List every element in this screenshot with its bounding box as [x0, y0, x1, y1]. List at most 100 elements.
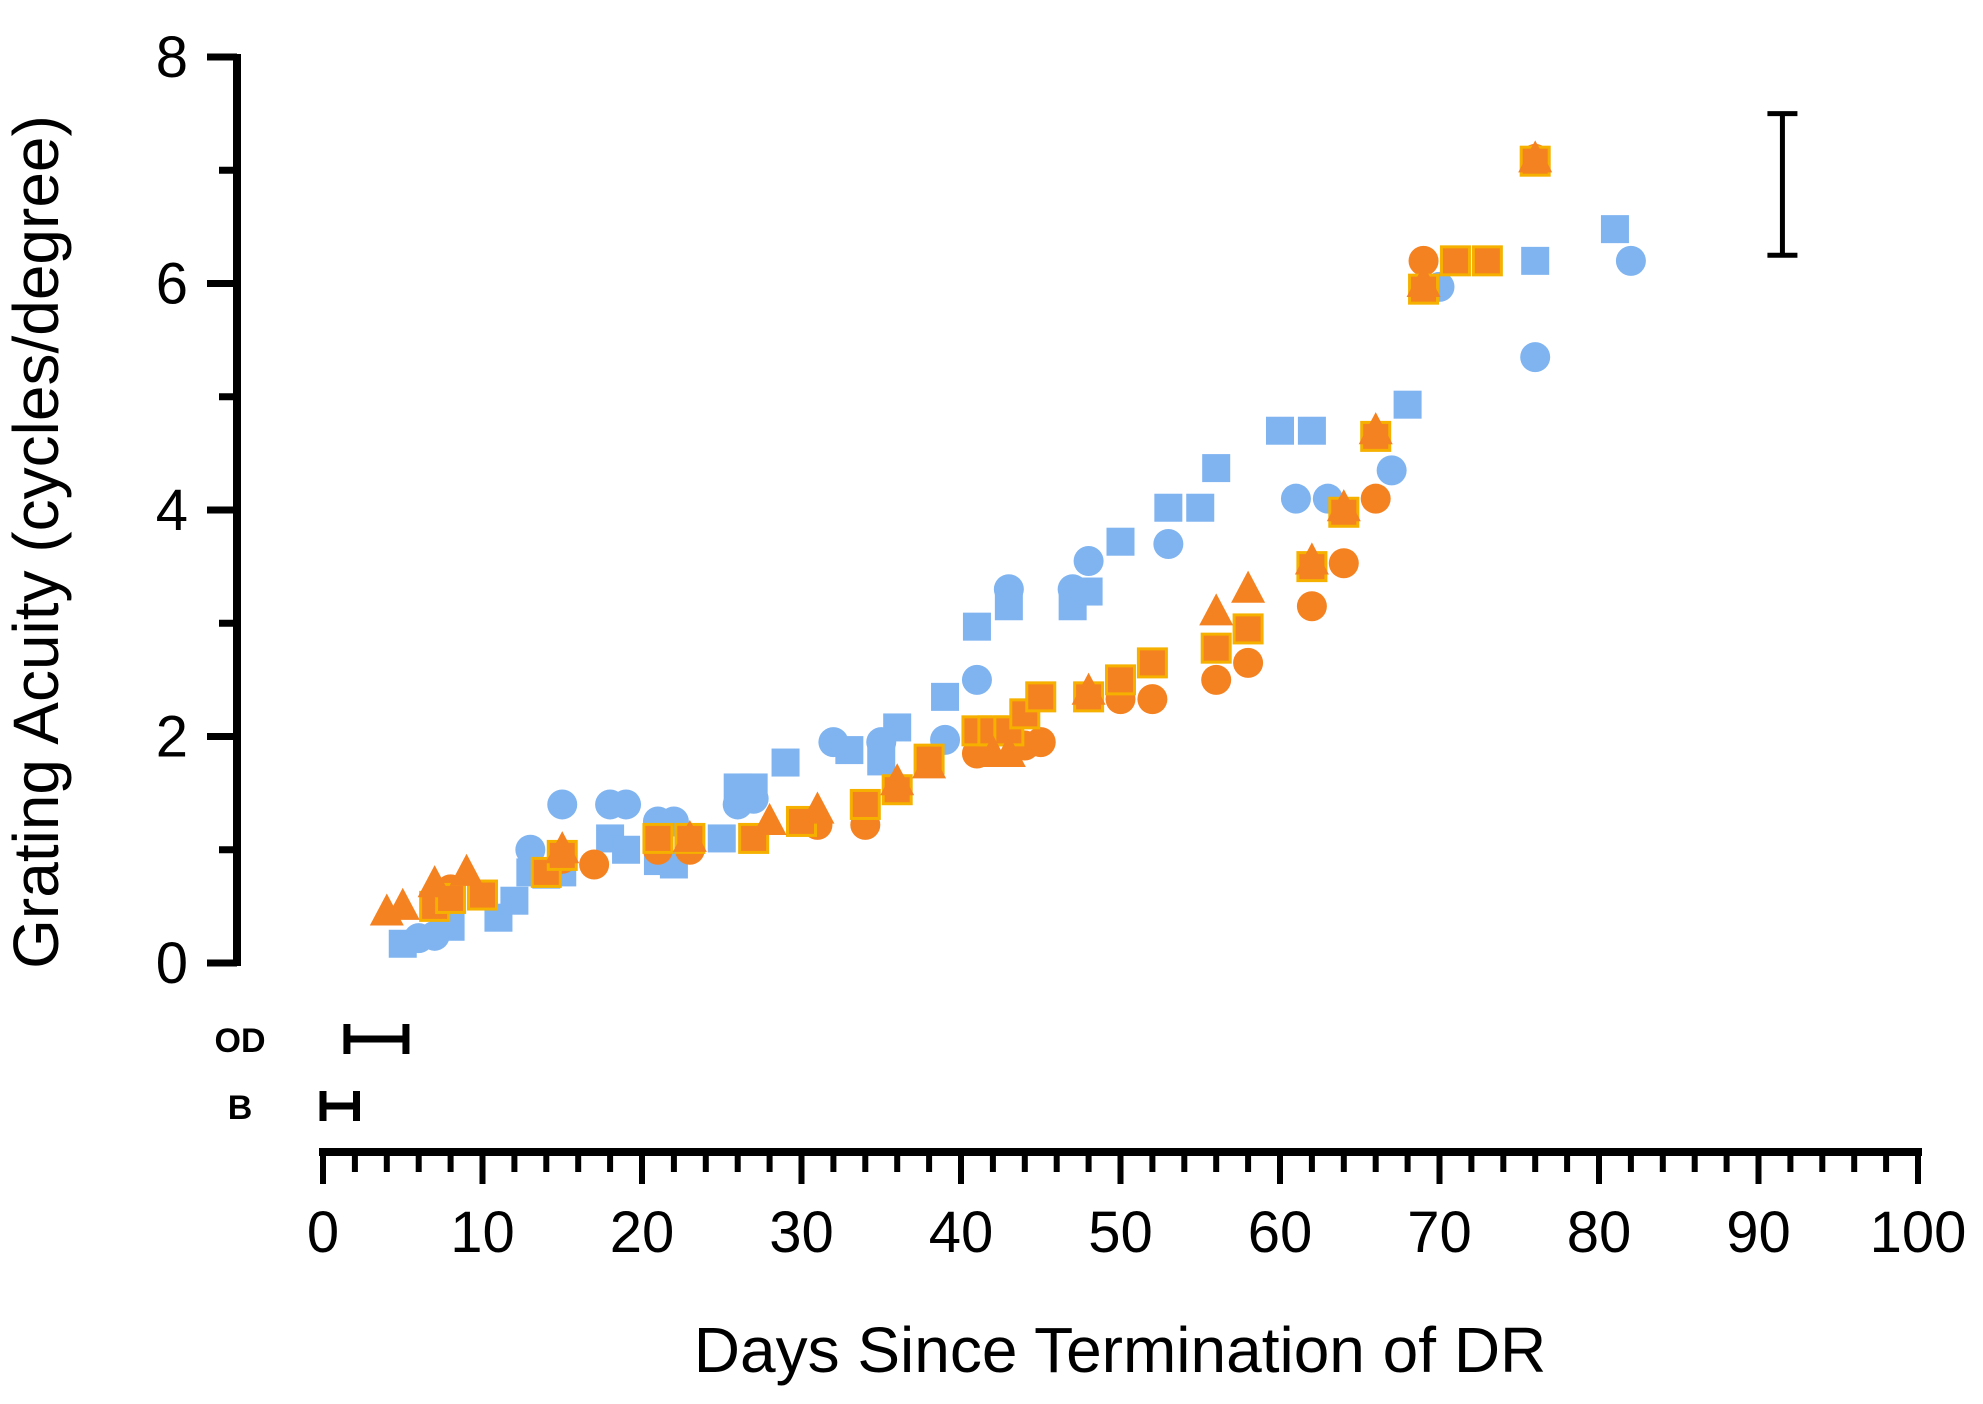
- data-point-square: [612, 835, 641, 864]
- data-point-triangle: [545, 831, 580, 864]
- data-point-circle: [1025, 727, 1056, 758]
- x-tick-label: 60: [1248, 1200, 1313, 1265]
- data-point-square: [849, 788, 881, 820]
- data-point-square: [1200, 632, 1232, 664]
- data-point-circle: [611, 789, 642, 820]
- data-point-circle: [1201, 664, 1232, 695]
- x-tick-label: 50: [1088, 1200, 1153, 1265]
- data-point-square: [1471, 245, 1503, 277]
- data-point-square: [500, 886, 529, 915]
- y-tick-label: 2: [156, 705, 188, 770]
- data-point-triangle: [1071, 672, 1106, 705]
- y-tick-label: 0: [156, 931, 188, 996]
- data-point-square: [707, 824, 736, 853]
- data-point-square: [771, 748, 800, 777]
- x-axis-title: Days Since Termination of DR: [694, 1314, 1547, 1386]
- series-orange-circles: [435, 143, 1551, 905]
- data-point-circle: [738, 783, 769, 814]
- data-point-circle: [866, 727, 897, 758]
- data-point-circle: [1137, 684, 1168, 715]
- y-axis-title: Grating Acuity (cycles/degree): [0, 115, 72, 969]
- x-tick-label: 0: [307, 1200, 339, 1265]
- data-point-square: [1439, 245, 1471, 277]
- data-point-circle: [1233, 647, 1264, 678]
- y-tick-label: 8: [156, 25, 188, 90]
- x-tick-label: 70: [1407, 1200, 1472, 1265]
- data-point-circle: [419, 920, 450, 951]
- data-point-square: [642, 822, 674, 854]
- data-point-triangle: [449, 853, 484, 886]
- data-point-triangle: [880, 763, 915, 796]
- data-point-triangle: [800, 791, 835, 824]
- data-point-triangle: [912, 746, 947, 779]
- data-point-triangle: [1231, 570, 1266, 603]
- data-point-triangle: [1199, 593, 1234, 626]
- data-point-square: [1025, 681, 1057, 713]
- data-point-triangle: [1358, 412, 1393, 445]
- data-point-triangle: [1518, 140, 1553, 173]
- data-point-circle: [1280, 483, 1311, 514]
- data-point-circle: [1328, 548, 1359, 579]
- y-tick-label: 4: [156, 478, 188, 543]
- x-tick-label: 90: [1726, 1200, 1791, 1265]
- data-point-circle: [1615, 245, 1646, 276]
- x-tick-label: 20: [610, 1200, 675, 1265]
- data-point-circle: [818, 727, 849, 758]
- data-point-circle: [993, 574, 1024, 605]
- x-tick-label: 40: [929, 1200, 994, 1265]
- data-point-circle: [1408, 245, 1439, 276]
- x-axis: 0 10 20 30 40 50 60 70 80 90 100: [307, 1148, 1967, 1265]
- data-point-circle: [1057, 574, 1088, 605]
- data-point-triangle: [991, 734, 1026, 767]
- data-point-circle: [1360, 483, 1391, 514]
- data-point-triangle: [1406, 264, 1441, 297]
- y-tick-label: 6: [156, 252, 188, 317]
- annotations: OD B: [215, 111, 1798, 1127]
- series-orange-triangles: [369, 140, 1553, 926]
- data-point-triangle: [1326, 489, 1361, 522]
- y-axis: 0 2 4 6 8: [156, 25, 241, 996]
- data-point-square: [1186, 493, 1215, 522]
- data-point-square: [1154, 493, 1183, 522]
- data-point-square: [1105, 664, 1136, 696]
- data-point-square: [1232, 613, 1264, 645]
- data-point-circle: [1073, 545, 1104, 576]
- data-point-square: [1202, 454, 1231, 483]
- data-point-triangle: [385, 887, 420, 920]
- data-point-square: [1521, 246, 1550, 275]
- data-point-circle: [1520, 342, 1551, 373]
- data-point-triangle: [417, 865, 452, 898]
- data-point-circle: [1296, 591, 1327, 622]
- error-bar: [1767, 111, 1798, 258]
- data-point-circle: [547, 789, 578, 820]
- range-bar-b: B: [228, 1089, 360, 1127]
- x-tick-label: 30: [769, 1200, 834, 1265]
- data-point-square: [1266, 416, 1294, 445]
- data-point-square: [1600, 215, 1629, 244]
- data-point-circle: [1153, 528, 1184, 559]
- data-point-square: [931, 682, 960, 711]
- data-point-triangle: [672, 819, 707, 852]
- x-tick-label: 10: [450, 1200, 515, 1265]
- series-blue-circles: [403, 245, 1646, 954]
- x-tick-label: 80: [1567, 1200, 1632, 1265]
- range-bar-label: OD: [215, 1022, 266, 1060]
- data-point-circle: [1376, 455, 1407, 486]
- data-point-square: [1106, 527, 1135, 556]
- data-point-square: [738, 822, 770, 854]
- data-point-square: [1297, 416, 1326, 445]
- data-point-circle: [961, 664, 992, 695]
- range-bar-od: OD: [215, 1022, 410, 1060]
- data-points: [369, 140, 1646, 958]
- data-point-square: [1393, 390, 1422, 419]
- x-tick-label: 100: [1870, 1200, 1967, 1265]
- data-point-triangle: [752, 802, 787, 835]
- series-orange-squares: [419, 145, 1551, 922]
- data-point-circle: [579, 849, 610, 880]
- range-bar-label: B: [228, 1089, 253, 1127]
- data-point-square: [962, 612, 991, 641]
- data-point-triangle: [1294, 542, 1329, 575]
- data-point-square: [1136, 647, 1168, 679]
